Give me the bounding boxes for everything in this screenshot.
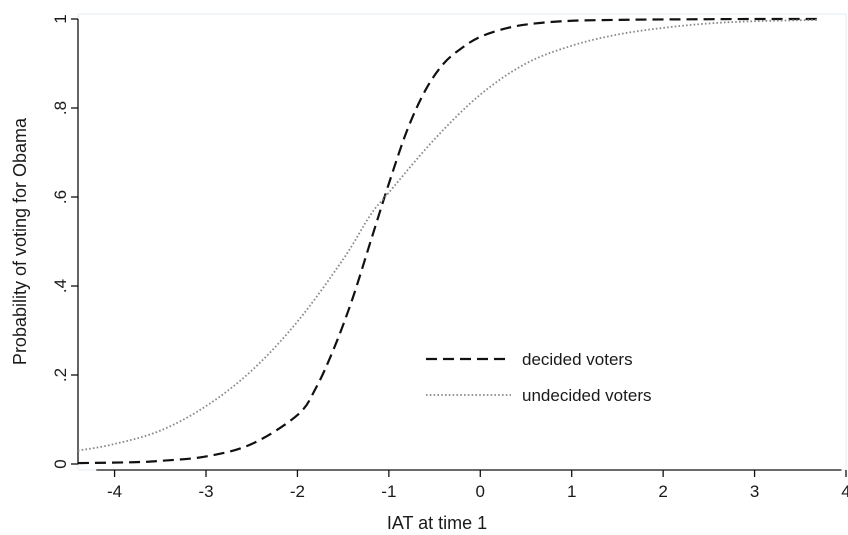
x-tick-label: -4 — [107, 482, 122, 501]
y-axis-title: Probability of voting for Obama — [10, 117, 30, 365]
x-tick-label: 2 — [658, 482, 667, 501]
y-tick-label: .2 — [51, 368, 70, 382]
x-tick-label: -2 — [290, 482, 305, 501]
axes: 0 .2 .4 .6 .8 1 -4 -3 -2 -1 0 1 2 3 4 — [51, 14, 848, 501]
legend-label-undecided-voters: undecided voters — [522, 386, 651, 405]
y-tick-label: 1 — [51, 14, 70, 23]
y-tick-label: .8 — [51, 101, 70, 115]
series-layer — [77, 17, 819, 465]
y-tick-label: .4 — [51, 279, 70, 293]
x-tick-label: 0 — [476, 482, 485, 501]
legend: decided voters undecided voters — [426, 350, 651, 405]
x-tick-label: 4 — [841, 482, 848, 501]
legend-label-decided-voters: decided voters — [522, 350, 633, 369]
x-tick-label: 1 — [567, 482, 576, 501]
series-line-undecided-voters — [77, 18, 819, 452]
x-axis-title: IAT at time 1 — [387, 513, 487, 533]
x-tick-label: -3 — [198, 482, 213, 501]
x-tick-label: -1 — [381, 482, 396, 501]
y-tick-label: .6 — [51, 190, 70, 204]
y-tick-label: 0 — [51, 459, 70, 468]
x-tick-label: 3 — [750, 482, 759, 501]
